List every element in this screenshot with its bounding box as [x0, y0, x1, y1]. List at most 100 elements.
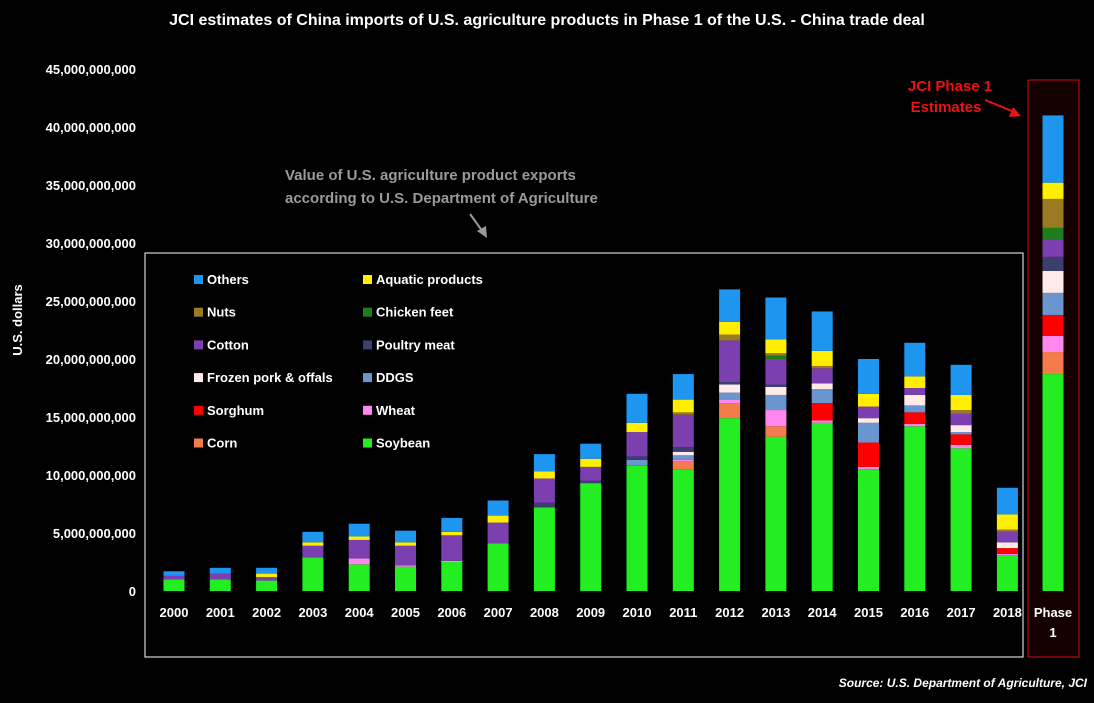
bar-cotton-2008: [533, 478, 555, 503]
bar-sorghum-2014: [811, 403, 833, 421]
bar-others-2006: [441, 517, 463, 532]
bar-soybean-2005: [395, 566, 416, 591]
bar-aquatic-products-2014: [811, 350, 833, 366]
bar-frozen-pork-and-offals-2017: [950, 425, 972, 433]
bar-aquatic-products-2008: [533, 471, 555, 479]
bar-cotton-phase-1: [1042, 239, 1064, 257]
bar-poultry-meat-phase-1: [1042, 256, 1064, 271]
bar-corn-phase-1: [1042, 352, 1064, 375]
bar-others-2017: [950, 364, 972, 395]
bar-ddgs-2015: [858, 422, 879, 443]
legend-swatch-others: [194, 275, 203, 284]
x-tick-label: 2009: [576, 605, 605, 620]
bar-ddgs-phase-1: [1042, 292, 1064, 315]
bar-wheat-2016: [904, 423, 926, 427]
bar-aquatic-products-2013: [765, 339, 787, 354]
bar-cotton-2013: [765, 359, 787, 385]
legend-swatch-nuts: [194, 307, 203, 317]
legend-swatch-wheat: [363, 405, 372, 415]
legend-label-aquatic-products: Aquatic products: [376, 272, 483, 287]
bar-others-2012: [719, 289, 741, 322]
y-tick-label: 45,000,000,000: [46, 62, 136, 77]
bar-others-2013: [765, 297, 787, 340]
x-tick-label: 2014: [808, 605, 838, 620]
x-tick-label: 2015: [854, 605, 883, 620]
bar-nuts-2013: [765, 353, 787, 356]
y-axis-ticks: 0 5,000,000,000 10,000,000,000 15,000,000,0…: [46, 62, 136, 599]
bar-nuts-2012: [719, 334, 741, 341]
bar-aquatic-products-2005: [395, 542, 416, 546]
bar-soybean-2004: [348, 564, 370, 591]
bar-soybean-2003: [302, 557, 324, 591]
legend-label-frozen-pork-and-offals: Frozen pork & offals: [207, 370, 333, 385]
bar-others-2011: [672, 374, 694, 400]
bar-frozen-pork-and-offals-2012: [719, 384, 741, 393]
bar-cotton-2005: [395, 545, 416, 566]
bar-others-2007: [487, 500, 509, 516]
bar-wheat-2015: [858, 466, 879, 470]
x-tick-label: 2011: [669, 605, 697, 620]
usda-annotation-arrowhead: [477, 226, 487, 238]
legend: Others Aquatic products Nuts Chicken feet Co…: [194, 272, 483, 451]
legend-label-wheat: Wheat: [376, 403, 416, 418]
y-tick-label: 35,000,000,000: [46, 178, 136, 193]
y-tick-label: 40,000,000,000: [46, 120, 136, 135]
legend-label-poultry-meat: Poultry meat: [376, 337, 455, 352]
bar-others-2009: [580, 443, 602, 459]
bar-poultry-meat-2012: [719, 382, 741, 385]
bar-aquatic-products-2010: [626, 422, 648, 433]
bars: [163, 115, 1064, 591]
bar-soybean-2006: [441, 562, 463, 591]
bar-ddgs-2013: [765, 394, 787, 411]
x-tick-label: 2013: [761, 605, 790, 620]
y-tick-label: 30,000,000,000: [46, 236, 136, 251]
bar-cotton-2007: [487, 522, 509, 544]
x-tick-label: 2000: [160, 605, 189, 620]
bar-ddgs-2012: [719, 392, 741, 400]
bar-frozen-pork-and-offals-2015: [858, 418, 879, 423]
x-tick-label-phase1-line1: Phase: [1034, 605, 1072, 620]
bar-wheat-phase-1: [1042, 335, 1064, 353]
bar-soybean-phase-1: [1042, 374, 1064, 591]
bar-cotton-2011: [672, 414, 694, 448]
bar-others-2015: [858, 359, 879, 394]
x-tick-label: 2004: [345, 605, 375, 620]
bar-corn-2013: [765, 426, 787, 437]
bar-wheat-2017: [950, 444, 972, 449]
x-tick-label: 2018: [993, 605, 1022, 620]
x-tick-label: 2008: [530, 605, 559, 620]
bar-aquatic-products-2003: [302, 542, 324, 546]
y-tick-label: 0: [129, 584, 136, 599]
legend-swatch-chicken-feet: [363, 307, 372, 317]
bar-corn-2012: [719, 403, 741, 419]
bar-cotton-2002: [256, 577, 278, 581]
bar-poultry-meat-2011: [672, 447, 694, 452]
jci-annotation-arrowhead: [1009, 107, 1021, 117]
legend-label-sorghum: Sorghum: [207, 403, 264, 418]
bar-aquatic-products-2015: [858, 393, 879, 407]
bar-wheat-2013: [765, 410, 787, 427]
bar-ddgs-2014: [811, 389, 833, 404]
legend-label-soybean: Soybean: [376, 436, 430, 451]
bar-cotton-2012: [719, 340, 741, 383]
x-axis-ticks: 2000 2001 2002 2003 2004 2005 2006 2007 2008 2009…: [160, 605, 1073, 640]
bar-sorghum-2016: [904, 412, 926, 424]
bar-aquatic-products-2006: [441, 531, 463, 536]
bar-cotton-2014: [811, 368, 833, 384]
bar-others-phase-1: [1042, 115, 1064, 183]
bar-wheat-2018: [996, 553, 1018, 556]
bar-soybean-2000: [163, 579, 185, 591]
bar-aquatic-products-2018: [996, 514, 1018, 530]
usda-annotation-line2: according to U.S. Department of Agricult…: [285, 190, 598, 207]
jci-annotation-line2: Estimates: [911, 99, 982, 116]
bar-wheat-2012: [719, 399, 741, 404]
bar-corn-2011: [672, 461, 694, 470]
bar-others-2018: [996, 487, 1018, 515]
bar-cotton-2001: [209, 573, 231, 580]
legend-swatch-soybean: [363, 438, 372, 448]
bar-nuts-2017: [950, 410, 972, 414]
bar-ddgs-2016: [904, 405, 926, 413]
usda-data-box: [144, 252, 1024, 658]
bar-poultry-meat-2013: [765, 384, 787, 387]
x-tick-label: 2006: [437, 605, 466, 620]
